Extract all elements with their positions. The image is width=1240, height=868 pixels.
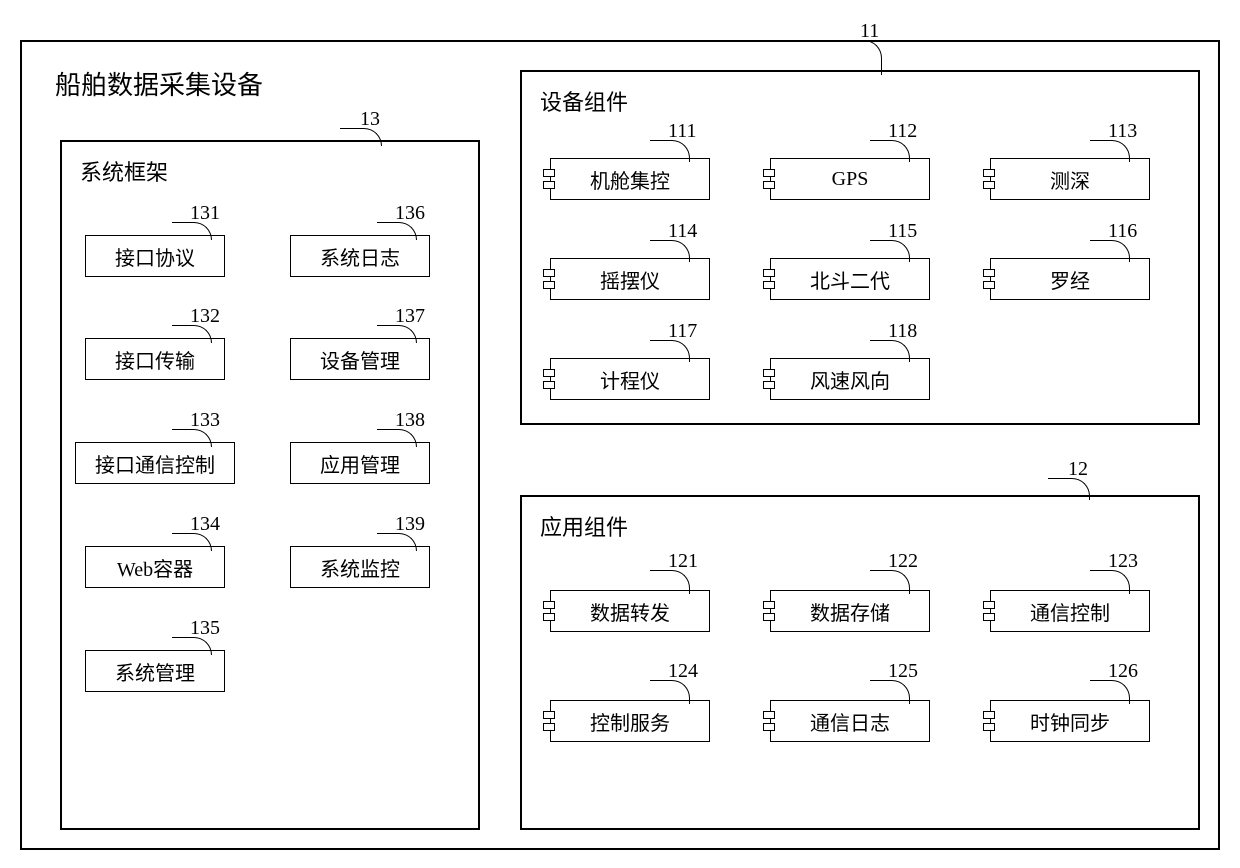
uml-component-icon (769, 263, 783, 295)
block-label: 计程仪 (600, 365, 660, 394)
ref-112: 112 (888, 120, 917, 143)
ref-118: 118 (888, 320, 917, 343)
uml-component-icon (989, 595, 1003, 627)
ref-125: 125 (888, 660, 918, 683)
ref-136: 136 (395, 202, 425, 225)
ref-111: 111 (668, 120, 697, 143)
block-132: 接口传输 (85, 338, 225, 380)
uml-component-icon (989, 705, 1003, 737)
ref-121: 121 (668, 550, 698, 573)
ref-113: 113 (1108, 120, 1137, 143)
uml-component-icon (769, 363, 783, 395)
block-131: 接口协议 (85, 235, 225, 277)
block-label: 风速风向 (810, 365, 890, 394)
block-123: 通信控制 (990, 590, 1150, 632)
uml-component-icon (549, 595, 563, 627)
uml-component-icon (549, 163, 563, 195)
block-122: 数据存储 (770, 590, 930, 632)
block-label: 控制服务 (590, 707, 670, 736)
ref-132: 132 (190, 305, 220, 328)
block-label: 机舱集控 (590, 165, 670, 194)
block-135: 系统管理 (85, 650, 225, 692)
block-133: 接口通信控制 (75, 442, 235, 484)
block-label: 应用管理 (320, 449, 400, 478)
block-121: 数据转发 (550, 590, 710, 632)
ref-11: 11 (860, 20, 879, 43)
ref-131: 131 (190, 202, 220, 225)
section-title-framework: 系统框架 (80, 155, 168, 187)
uml-component-icon (989, 263, 1003, 295)
section-app (520, 495, 1200, 830)
main-title: 船舶数据采集设备 (55, 65, 263, 102)
block-label: 罗经 (1050, 265, 1090, 294)
block-136: 系统日志 (290, 235, 430, 277)
block-124: 控制服务 (550, 700, 710, 742)
block-115: 北斗二代 (770, 258, 930, 300)
block-label: 系统日志 (320, 242, 400, 271)
block-label: 通信日志 (810, 707, 890, 736)
ref-133: 133 (190, 409, 220, 432)
ref-123: 123 (1108, 550, 1138, 573)
uml-component-icon (549, 705, 563, 737)
ref-115: 115 (888, 220, 917, 243)
block-134: Web容器 (85, 546, 225, 588)
block-label: 系统管理 (115, 657, 195, 686)
ref-13: 13 (360, 108, 380, 131)
block-114: 摇摆仪 (550, 258, 710, 300)
block-113: 测深 (990, 158, 1150, 200)
ref-139: 139 (395, 513, 425, 536)
block-label: 时钟同步 (1030, 707, 1110, 736)
uml-component-icon (549, 363, 563, 395)
block-138: 应用管理 (290, 442, 430, 484)
ref-134: 134 (190, 513, 220, 536)
block-112: GPS (770, 158, 930, 200)
block-label: 接口通信控制 (95, 449, 215, 478)
block-117: 计程仪 (550, 358, 710, 400)
block-125: 通信日志 (770, 700, 930, 742)
block-label: 摇摆仪 (600, 265, 660, 294)
ref-12: 12 (1068, 458, 1088, 481)
block-label: 测深 (1050, 165, 1090, 194)
ref-126: 126 (1108, 660, 1138, 683)
block-label: 设备管理 (320, 345, 400, 374)
ref-135: 135 (190, 617, 220, 640)
block-label: Web容器 (117, 553, 193, 582)
block-139: 系统监控 (290, 546, 430, 588)
ref-114: 114 (668, 220, 697, 243)
block-label: 数据转发 (590, 597, 670, 626)
ref-117: 117 (668, 320, 697, 343)
ref-124: 124 (668, 660, 698, 683)
block-label: GPS (832, 168, 869, 191)
uml-component-icon (769, 163, 783, 195)
section-title-device: 设备组件 (540, 85, 628, 117)
uml-component-icon (769, 705, 783, 737)
section-title-app: 应用组件 (540, 510, 628, 542)
block-label: 接口协议 (115, 242, 195, 271)
ref-122: 122 (888, 550, 918, 573)
uml-component-icon (989, 163, 1003, 195)
block-116: 罗经 (990, 258, 1150, 300)
block-111: 机舱集控 (550, 158, 710, 200)
ref-138: 138 (395, 409, 425, 432)
block-118: 风速风向 (770, 358, 930, 400)
block-label: 北斗二代 (810, 265, 890, 294)
block-label: 通信控制 (1030, 597, 1110, 626)
block-126: 时钟同步 (990, 700, 1150, 742)
ref-137: 137 (395, 305, 425, 328)
block-label: 系统监控 (320, 553, 400, 582)
block-label: 接口传输 (115, 345, 195, 374)
uml-component-icon (769, 595, 783, 627)
ref-116: 116 (1108, 220, 1137, 243)
block-label: 数据存储 (810, 597, 890, 626)
uml-component-icon (549, 263, 563, 295)
block-137: 设备管理 (290, 338, 430, 380)
